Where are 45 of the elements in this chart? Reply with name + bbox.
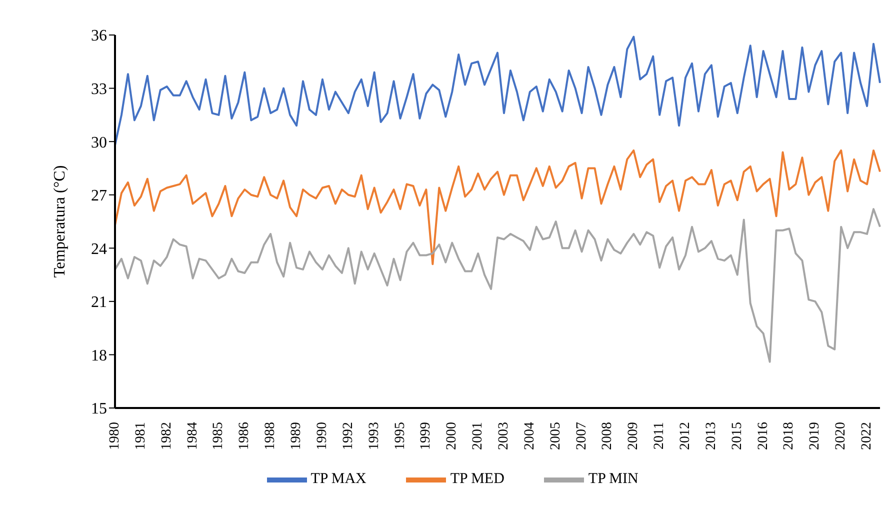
y-tick-label: 33 bbox=[91, 80, 107, 98]
x-tick-label: 1995 bbox=[392, 422, 408, 450]
x-tick-label: 2018 bbox=[782, 422, 797, 450]
x-tick-label: 1984 bbox=[185, 422, 200, 450]
x-tick-label: 2012 bbox=[678, 422, 694, 450]
x-tick-label: 1982 bbox=[159, 422, 174, 450]
x-tick-label: 2004 bbox=[522, 422, 538, 450]
x-tick-label: 1992 bbox=[340, 422, 356, 450]
x-tick-label: 2013 bbox=[704, 422, 719, 450]
x-tick-label: 1993 bbox=[366, 422, 382, 450]
y-tick-label: 27 bbox=[91, 188, 107, 205]
legend-label: TP MED bbox=[450, 471, 504, 488]
line-series bbox=[114, 36, 881, 146]
x-tick-label: 1990 bbox=[314, 422, 330, 450]
x-tick-label: 1985 bbox=[211, 422, 226, 450]
y-tick-label: 24 bbox=[91, 240, 107, 258]
x-tick-label: 1986 bbox=[237, 422, 252, 450]
x-tick-label: 2007 bbox=[574, 422, 590, 450]
x-tick-label: 2003 bbox=[496, 422, 512, 450]
y-tick-label: 36 bbox=[91, 28, 107, 45]
y-axis-title: Temperatura (°C) bbox=[52, 165, 69, 278]
x-tick-label: 2000 bbox=[444, 422, 460, 450]
x-tick-label: 2022 bbox=[860, 422, 875, 450]
x-tick-label: 1989 bbox=[289, 422, 304, 450]
x-tick-label: 2016 bbox=[756, 422, 771, 450]
y-tick-label: 30 bbox=[91, 134, 107, 152]
x-tick-label: 2009 bbox=[626, 422, 642, 450]
line-series bbox=[114, 149, 881, 266]
x-tick-label: 1999 bbox=[418, 422, 434, 450]
x-tick-label: 2008 bbox=[600, 422, 616, 450]
x-tick-label: 1980 bbox=[108, 422, 122, 450]
y-tick-label: 18 bbox=[91, 347, 107, 364]
x-tick-label: 2015 bbox=[730, 422, 745, 450]
legend-label: TP MAX bbox=[310, 471, 366, 488]
x-tick-label: 2019 bbox=[808, 422, 823, 450]
legend-label: TP MIN bbox=[588, 471, 638, 488]
line-series bbox=[114, 208, 881, 363]
y-tick-label: 15 bbox=[91, 400, 107, 418]
x-tick-label: 2011 bbox=[652, 422, 668, 450]
x-tick-label: 2005 bbox=[548, 422, 564, 450]
y-tick-label: 21 bbox=[91, 294, 107, 312]
x-tick-label: 1988 bbox=[263, 422, 278, 450]
x-tick-label: 1981 bbox=[133, 422, 148, 450]
x-tick-label: 2001 bbox=[470, 422, 486, 450]
x-tick-label: 2020 bbox=[834, 422, 849, 450]
